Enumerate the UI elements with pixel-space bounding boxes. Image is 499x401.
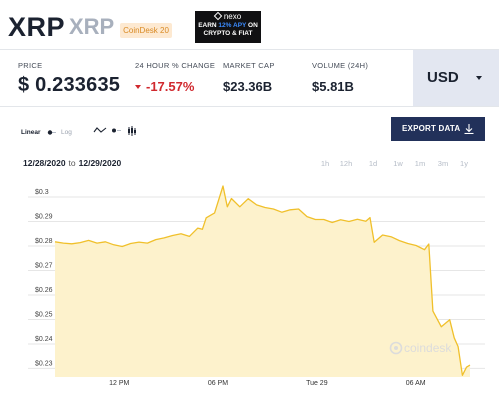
y-tick-label: $0.24 (35, 336, 53, 343)
price-line (54, 185, 471, 376)
coindesk-watermark: coindesk (389, 341, 452, 355)
timeframe-3m[interactable]: 3m (437, 159, 449, 168)
candlestick-icon[interactable] (127, 126, 137, 136)
y-tick-label: $0.23 (35, 360, 53, 367)
ad-line1-end: ON (246, 22, 258, 29)
scale-toggle-knob (47, 130, 53, 135)
timeframe-1y[interactable]: 1y (460, 159, 468, 168)
nexo-logo-icon (213, 11, 223, 21)
ad-line1-highlight: 12% APY (218, 22, 247, 29)
scale-toggle-icon[interactable] (47, 129, 56, 135)
change-value: -17.57% (146, 79, 195, 94)
coindesk20-badge[interactable]: CoinDesk 20 (120, 23, 172, 38)
timeframe-12h[interactable]: 12h (339, 159, 353, 168)
y-tick-label: $0.25 (35, 311, 53, 318)
ad-line1: EARN (198, 22, 219, 29)
timeframe-1m[interactable]: 1m (414, 159, 426, 168)
price-stats-bar: PRICE $ 0.233635 24 HOUR % CHANGE -17.57… (0, 49, 499, 107)
caret-down-icon (476, 76, 482, 80)
price-value: $ 0.233635 (18, 74, 121, 96)
log-scale-option[interactable]: Log (61, 129, 72, 136)
range-to-word: to (68, 158, 76, 168)
currency-label: USD (427, 69, 459, 86)
export-data-button[interactable]: EXPORT DATA (391, 117, 485, 141)
ad-brand: nexo (223, 12, 242, 21)
linear-scale-option[interactable]: Linear (21, 129, 41, 136)
volume-value: $5.81B (312, 79, 354, 94)
timeframe-1w[interactable]: 1w (393, 159, 403, 168)
y-axis: $0.3 $0.29 $0.28 $0.27 $0.26 $0.25 $0.24 $0.23 (35, 189, 53, 367)
y-tick-label: $0.3 (35, 189, 49, 196)
asset-header: XRP XRP CoinDesk 20 nexo EARN 12% APY ON… (0, 0, 499, 44)
timeframe-1h[interactable]: 1h (320, 159, 330, 168)
change-value-wrap: -17.57% (135, 79, 194, 94)
y-tick-label: $0.28 (35, 238, 53, 245)
dot-toggle-icon[interactable] (111, 126, 122, 135)
price-label: PRICE (18, 61, 43, 70)
export-data-label: EXPORT DATA (402, 124, 461, 133)
y-tick-label: $0.26 (35, 287, 53, 294)
y-tick-label: $0.29 (35, 214, 53, 221)
market-cap-value: $23.36B (223, 79, 273, 94)
market-cap-label: MARKET CAP (223, 61, 275, 70)
x-axis: 12 PM 06 PM Tue 29 06 AM (109, 380, 426, 387)
asset-name: XRP (69, 14, 115, 39)
x-tick-label: Tue 29 (306, 380, 328, 387)
price-chart[interactable]: $0.3$0.29$0.28$0.27$0.26$0.25$0.24$0.23 … (0, 180, 499, 401)
range-to[interactable]: 12/29/2020 (78, 158, 122, 168)
date-range: 12/28/2020 to 12/29/2020 (23, 158, 121, 168)
x-tick-label: 06 AM (406, 380, 426, 387)
down-arrow-icon (135, 85, 141, 89)
change-label: 24 HOUR % CHANGE (135, 61, 216, 70)
asset-symbol: XRP (8, 12, 66, 42)
timeframe-1d[interactable]: 1d (368, 159, 378, 168)
currency-selector[interactable]: USD (413, 50, 499, 106)
x-tick-label: 06 PM (208, 380, 228, 387)
x-tick-label: 12 PM (109, 380, 129, 387)
ad-line2: CRYPTO & FIAT (203, 30, 253, 37)
price-area-fill (55, 186, 470, 377)
volume-label: VOLUME (24H) (312, 61, 369, 70)
nexo-ad-banner[interactable]: nexo EARN 12% APY ON CRYPTO & FIAT (195, 11, 261, 43)
download-icon (464, 124, 474, 134)
range-from[interactable]: 12/28/2020 (23, 158, 66, 168)
line-chart-icon[interactable] (93, 126, 107, 135)
watermark-text: coindesk (404, 341, 452, 355)
y-tick-label: $0.27 (35, 262, 53, 269)
